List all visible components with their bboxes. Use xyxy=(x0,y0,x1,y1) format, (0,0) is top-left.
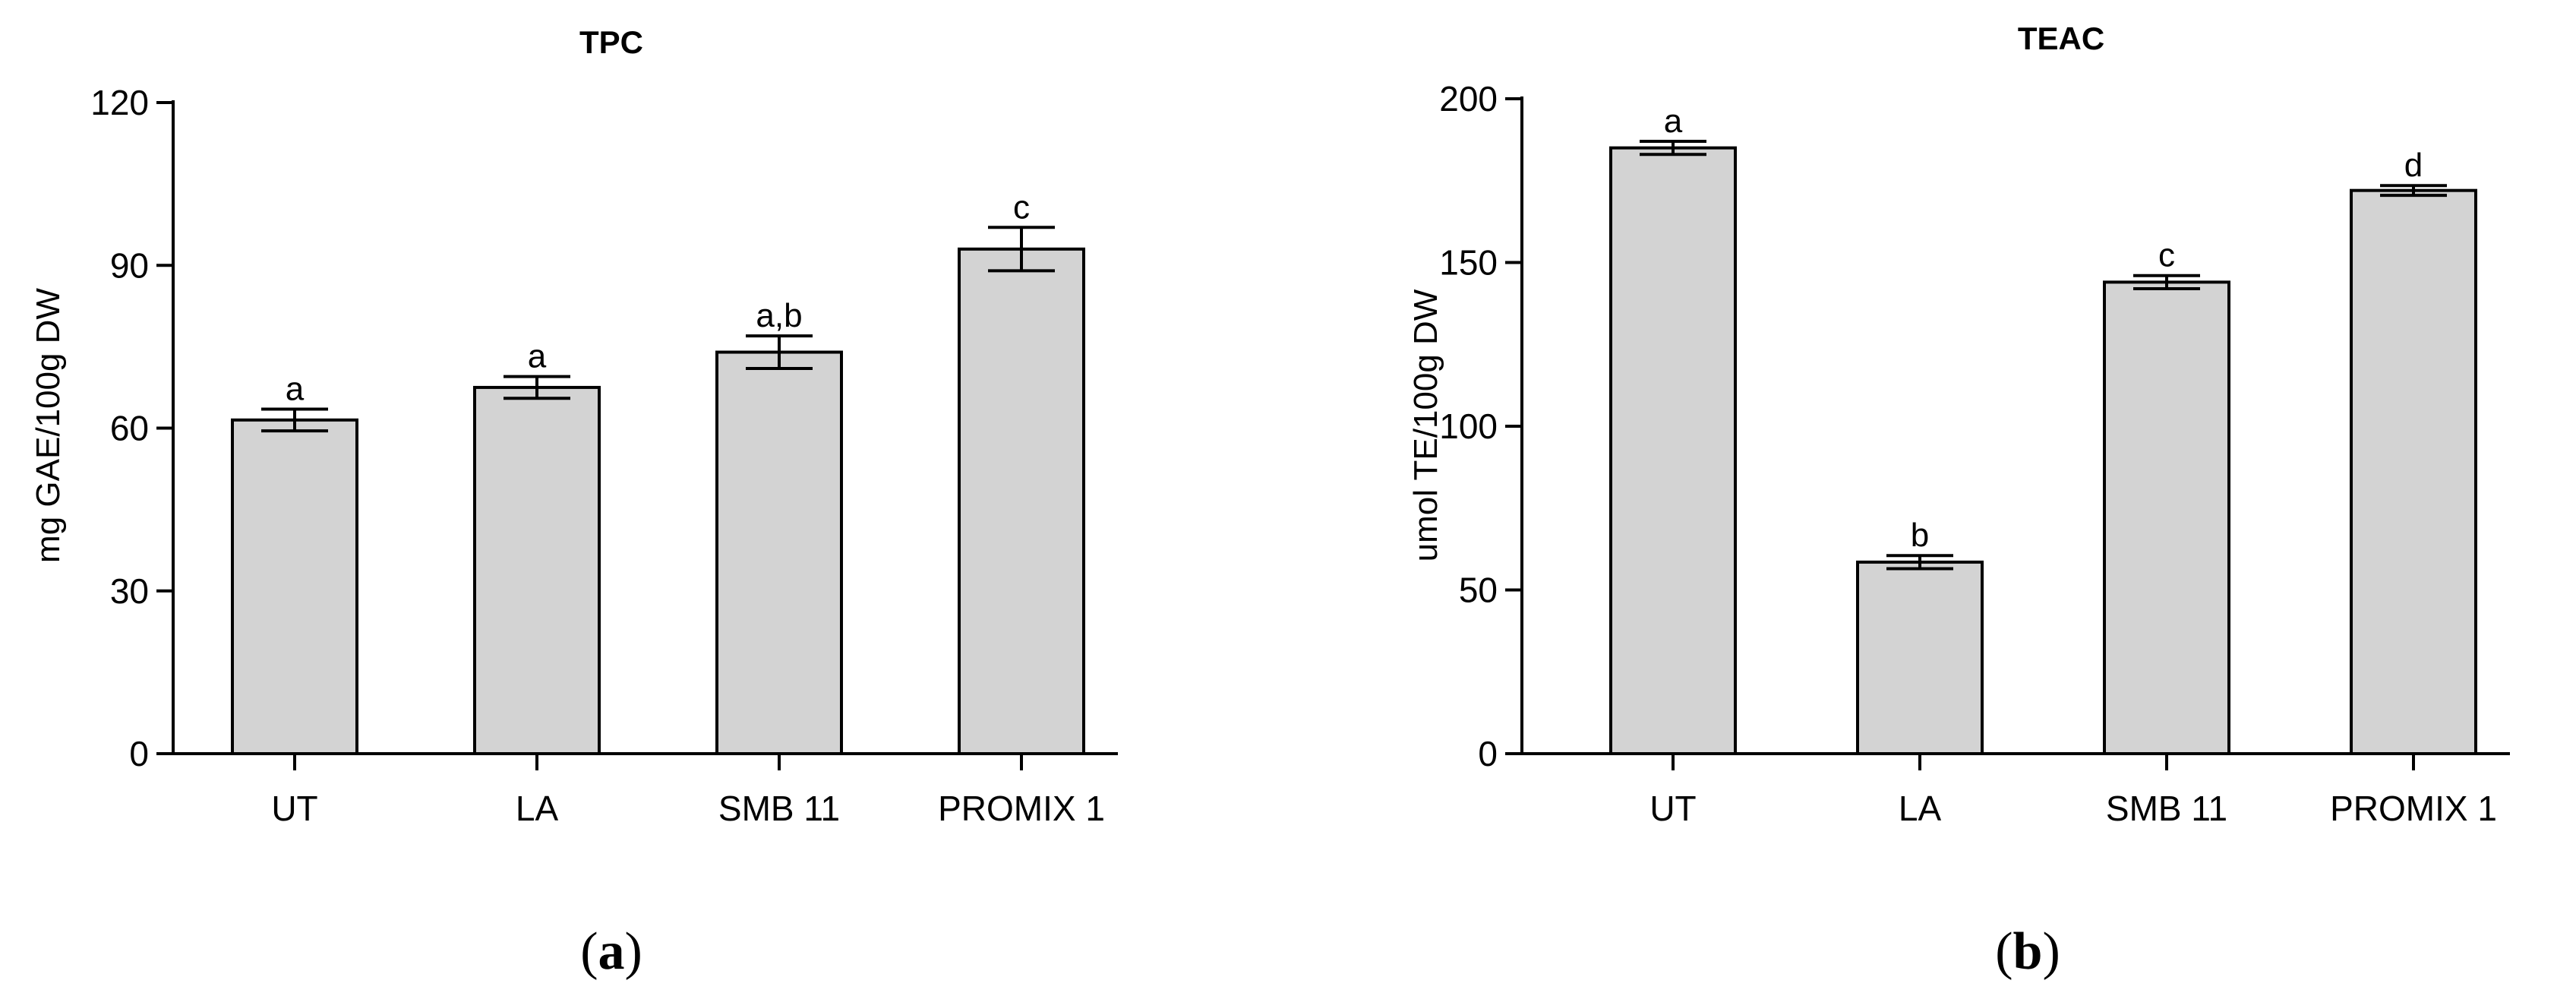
x-tick-label: PROMIX 1 xyxy=(938,789,1105,828)
panel-letter: b xyxy=(2013,922,2043,981)
panel-label: (a) xyxy=(580,922,642,981)
significance-label: b xyxy=(1911,517,1929,554)
bar xyxy=(1856,560,1984,755)
chart-tpc: TPC mg GAE/100g DW 0 30 60 90 120 UT a LA a SMB 1… xyxy=(30,24,1118,981)
chart-title: TEAC xyxy=(2018,21,2104,56)
significance-label: a xyxy=(528,338,547,375)
y-axis-label: umol TE/100g DW xyxy=(1407,289,1444,561)
x-tick-label: SMB 11 xyxy=(2106,789,2227,828)
y-tick-label: 30 xyxy=(110,571,149,611)
chart-title: TPC xyxy=(579,24,643,60)
chart-teac: TEAC umol TE/100g DW 0 50 100 150 200 UT a LA b S… xyxy=(1407,21,2510,981)
x-tick-label: PROMIX 1 xyxy=(2330,789,2497,828)
significance-label: c xyxy=(2158,237,2175,274)
bar xyxy=(1609,146,1737,755)
x-tick-label: LA xyxy=(1899,789,1942,828)
x-tick-label: LA xyxy=(516,789,559,828)
significance-label: d xyxy=(2404,147,2423,184)
panel-letter: a xyxy=(598,922,625,981)
panel-label: (b) xyxy=(1995,922,2060,981)
bar xyxy=(2350,188,2477,755)
plot-area: 0 50 100 150 200 UT a LA b SMB 11 c PROMIX 1 d xyxy=(1439,79,2510,828)
bar xyxy=(473,385,601,755)
y-tick-label: 50 xyxy=(1459,571,1498,610)
y-axis-label: mg GAE/100g DW xyxy=(30,288,67,563)
significance-label: a xyxy=(1664,103,1683,140)
y-tick-label: 0 xyxy=(1478,734,1498,773)
significance-label: c xyxy=(1013,188,1030,226)
y-tick-label: 120 xyxy=(90,83,149,122)
bar xyxy=(715,350,843,755)
x-tick-label: UT xyxy=(1649,789,1696,828)
y-tick-label: 100 xyxy=(1439,406,1498,446)
significance-label: a,b xyxy=(756,297,802,334)
y-tick-label: 90 xyxy=(110,245,149,285)
x-tick-label: UT xyxy=(271,789,317,828)
significance-label: a xyxy=(286,371,305,408)
y-tick-label: 60 xyxy=(110,409,149,448)
y-tick-label: 200 xyxy=(1439,79,1498,119)
x-tick-label: SMB 11 xyxy=(718,789,840,828)
bar xyxy=(231,418,358,755)
y-tick-label: 150 xyxy=(1439,243,1498,283)
bar xyxy=(958,247,1085,755)
bar xyxy=(2103,280,2230,755)
y-tick-label: 0 xyxy=(129,734,149,773)
plot-area: 0 30 60 90 120 UT a LA a SMB 11 a,b PROMIX 1 c xyxy=(90,83,1118,828)
